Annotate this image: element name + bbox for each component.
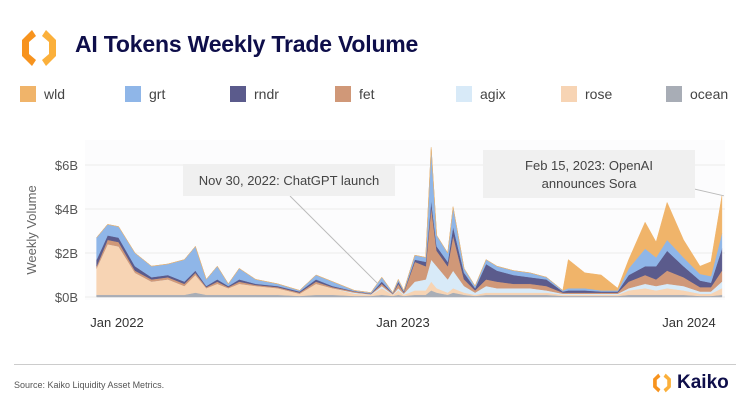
legend-label: grt: [149, 86, 166, 102]
legend-item-wld: wld: [20, 86, 125, 102]
legend-swatch: [20, 86, 36, 102]
kaiko-logo-icon: [22, 30, 56, 66]
legend-label: ocean: [690, 86, 729, 102]
legend-swatch: [456, 86, 472, 102]
annotation-box: [483, 150, 695, 198]
legend-item-grt: grt: [125, 86, 230, 102]
y-axis-label: Weekly Volume: [24, 185, 39, 274]
source-note: Source: Kaiko Liquidity Asset Metrics.: [14, 380, 165, 390]
x-tick-label: Jan 2024: [662, 315, 716, 330]
legend-item-fet: fet: [335, 86, 456, 102]
annotation-sora: announces Sora: [542, 176, 637, 191]
legend-label: fet: [359, 86, 375, 102]
y-tick-label: $2B: [55, 246, 78, 261]
legend-item-rose: rose: [561, 86, 666, 102]
annotation-chatgpt: Nov 30, 2022: ChatGPT launch: [199, 173, 379, 188]
legend-label: agix: [480, 86, 506, 102]
chart: $0B $2B $4B $6B Weekly Volume Jan 2022 Jan 202…: [24, 147, 725, 330]
legend-swatch: [230, 86, 246, 102]
x-tick-label: Jan 2023: [376, 315, 430, 330]
legend-label: rose: [585, 86, 613, 102]
y-tick-label: $0B: [55, 290, 78, 305]
brand-name: Kaiko: [677, 372, 729, 393]
chart-legend: wld grt rndr fet agix rose ocean: [20, 86, 750, 102]
legend-item-agix: agix: [456, 86, 561, 102]
legend-swatch: [335, 86, 351, 102]
x-tick-label: Jan 2022: [90, 315, 144, 330]
area-series-wld: [96, 147, 723, 294]
brand-logo: Kaiko: [651, 372, 729, 394]
legend-item-ocean: ocean: [666, 86, 750, 102]
y-tick-label: $4B: [55, 202, 78, 217]
legend-label: wld: [44, 86, 66, 102]
y-tick-label: $6B: [55, 158, 78, 173]
annotation-leader-line: [289, 195, 379, 285]
annotation-box: [183, 164, 395, 196]
legend-item-rndr: rndr: [230, 86, 335, 102]
kaiko-logo-icon: [653, 373, 671, 393]
annotation-sora: Feb 15, 2023: OpenAI: [525, 158, 653, 173]
legend-swatch: [561, 86, 577, 102]
legend-label: rndr: [254, 86, 279, 102]
page-title: AI Tokens Weekly Trade Volume: [75, 31, 419, 57]
divider: [14, 364, 736, 365]
legend-swatch: [125, 86, 141, 102]
legend-swatch: [666, 86, 682, 102]
